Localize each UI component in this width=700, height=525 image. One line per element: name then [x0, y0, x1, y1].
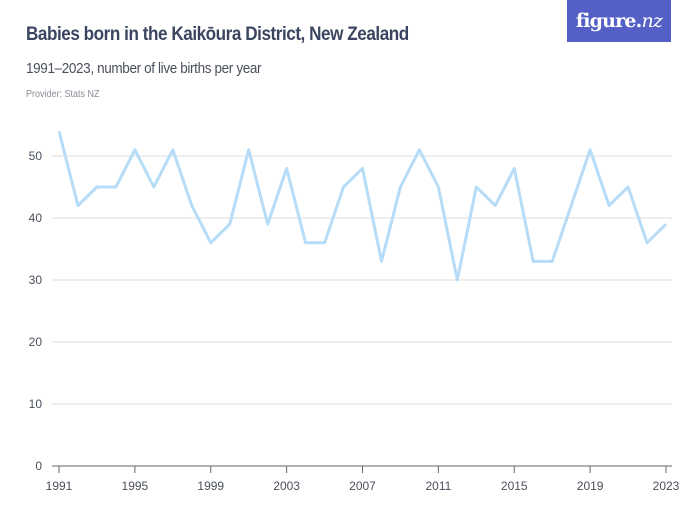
y-tick-label: 30	[29, 273, 43, 287]
figure-nz-logo[interactable]: figure. nz	[567, 0, 671, 42]
y-tick-label: 20	[29, 335, 43, 349]
chart-subtitle: 1991–2023, number of live births per yea…	[26, 60, 262, 77]
x-tick-label: 2003	[273, 479, 300, 493]
x-tick-label: 1999	[197, 479, 224, 493]
x-axis: 1991 1995 1999 2003 2007 2011 2015 2019 2023	[46, 465, 680, 493]
gridlines	[52, 155, 672, 405]
logo-text: figure.	[575, 10, 642, 32]
x-tick-label: 2015	[501, 479, 528, 493]
chart-title: Babies born in the Kaikōura District, Ne…	[26, 24, 409, 45]
x-tick-label: 2019	[577, 479, 604, 493]
x-tick-label: 2011	[425, 479, 451, 493]
x-tick-label: 1991	[46, 479, 73, 493]
x-tick-label: 2007	[349, 479, 376, 493]
y-axis-labels: 0 10 20 30 40 50	[29, 149, 43, 473]
logo-text-nz: nz	[641, 10, 663, 32]
x-tick-label: 2023	[653, 479, 680, 493]
y-tick-label: 40	[29, 211, 43, 225]
y-tick-label: 0	[35, 459, 42, 473]
provider-label: Provider: Stats NZ	[26, 89, 100, 100]
y-tick-label: 50	[29, 149, 43, 163]
x-tick-label: 1995	[122, 479, 149, 493]
births-line	[57, 130, 668, 282]
y-tick-label: 10	[29, 397, 43, 411]
